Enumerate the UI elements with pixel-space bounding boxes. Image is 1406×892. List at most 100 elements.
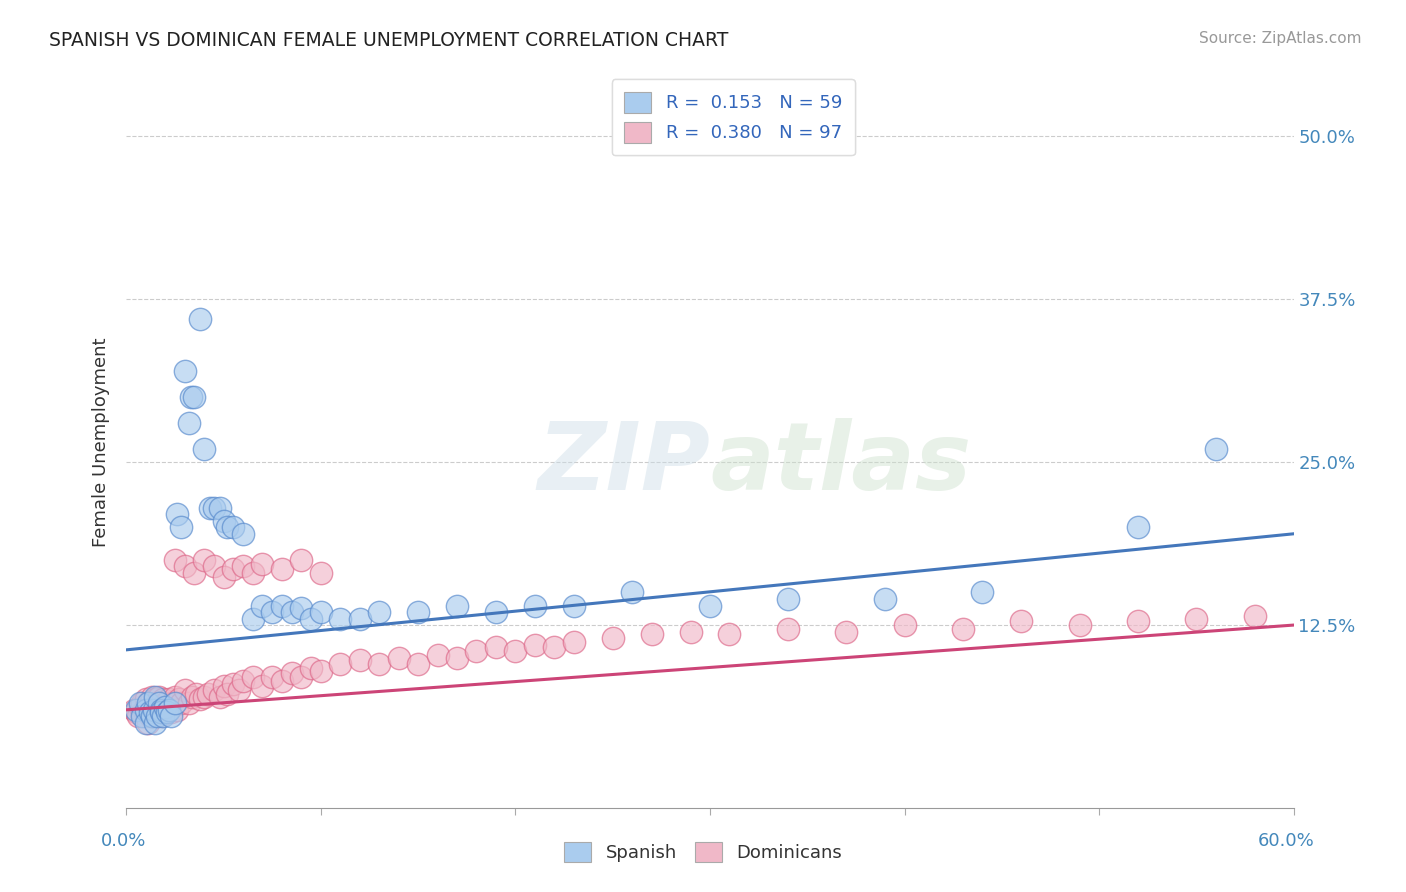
Point — [252, 679, 274, 693]
Point — [183, 390, 205, 404]
Point — [329, 611, 352, 625]
Point — [138, 706, 160, 720]
Text: 0.0%: 0.0% — [101, 831, 146, 849]
Point — [290, 601, 312, 615]
Point — [835, 624, 858, 639]
Point — [136, 715, 159, 730]
Point — [873, 592, 896, 607]
Point — [329, 657, 352, 672]
Point — [1243, 609, 1265, 624]
Point — [135, 709, 157, 723]
Point — [122, 703, 145, 717]
Point — [179, 390, 201, 404]
Point — [129, 696, 152, 710]
Point — [135, 715, 157, 730]
Point — [290, 553, 312, 567]
Point — [262, 605, 284, 619]
Point — [1069, 618, 1091, 632]
Point — [145, 700, 167, 714]
Point — [162, 696, 184, 710]
Point — [212, 570, 235, 584]
Point — [222, 562, 245, 576]
Point — [177, 696, 200, 710]
Point — [166, 703, 188, 717]
Point — [280, 605, 302, 619]
Text: ZIP: ZIP — [537, 418, 710, 510]
Point — [150, 709, 173, 723]
Point — [1205, 442, 1227, 456]
Point — [202, 559, 225, 574]
Point — [776, 622, 799, 636]
Point — [156, 703, 179, 717]
Point — [188, 692, 211, 706]
Point — [131, 709, 153, 723]
Point — [170, 520, 193, 534]
Point — [135, 703, 157, 717]
Point — [125, 703, 148, 717]
Point — [280, 666, 302, 681]
Point — [160, 709, 183, 723]
Point — [217, 520, 239, 534]
Point — [193, 553, 215, 567]
Point — [640, 627, 662, 641]
Point — [242, 566, 264, 580]
Point — [718, 627, 741, 641]
Point — [222, 677, 245, 691]
Point — [202, 500, 225, 515]
Text: atlas: atlas — [710, 418, 972, 510]
Point — [523, 599, 546, 613]
Point — [406, 657, 429, 672]
Point — [446, 599, 468, 613]
Point — [290, 670, 312, 684]
Point — [262, 670, 284, 684]
Point — [1010, 614, 1032, 628]
Point — [173, 683, 195, 698]
Point — [142, 703, 165, 717]
Point — [136, 696, 159, 710]
Point — [163, 690, 186, 704]
Point — [217, 687, 239, 701]
Point — [186, 687, 208, 701]
Point — [163, 696, 186, 710]
Point — [212, 679, 235, 693]
Point — [142, 709, 165, 723]
Point — [299, 661, 322, 675]
Point — [146, 696, 169, 710]
Text: SPANISH VS DOMINICAN FEMALE UNEMPLOYMENT CORRELATION CHART: SPANISH VS DOMINICAN FEMALE UNEMPLOYMENT… — [49, 31, 728, 50]
Text: 60.0%: 60.0% — [1258, 831, 1315, 849]
Point — [167, 692, 190, 706]
Point — [131, 706, 153, 720]
Point — [148, 690, 170, 704]
Point — [173, 364, 195, 378]
Point — [232, 526, 254, 541]
Point — [242, 670, 264, 684]
Point — [173, 559, 195, 574]
Point — [193, 442, 215, 456]
Point — [252, 599, 274, 613]
Point — [127, 709, 149, 723]
Point — [952, 622, 974, 636]
Point — [181, 690, 204, 704]
Point — [202, 683, 225, 698]
Y-axis label: Female Unemployment: Female Unemployment — [93, 338, 110, 548]
Point — [141, 706, 163, 720]
Point — [188, 311, 211, 326]
Legend: Spanish, Dominicans: Spanish, Dominicans — [557, 834, 849, 870]
Point — [893, 618, 915, 632]
Point — [699, 599, 721, 613]
Point — [155, 706, 177, 720]
Point — [212, 514, 235, 528]
Point — [156, 706, 179, 720]
Point — [145, 690, 167, 704]
Point — [562, 635, 585, 649]
Point — [138, 696, 160, 710]
Point — [368, 605, 391, 619]
Point — [155, 700, 177, 714]
Point — [621, 585, 644, 599]
Point — [157, 692, 180, 706]
Point — [271, 562, 294, 576]
Point — [232, 674, 254, 689]
Point — [309, 605, 332, 619]
Point — [148, 696, 170, 710]
Point — [271, 674, 294, 689]
